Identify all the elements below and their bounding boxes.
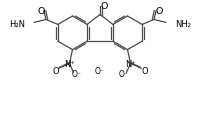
Text: H₂N: H₂N [9, 20, 25, 29]
Text: O: O [52, 66, 59, 75]
Text: O: O [100, 2, 108, 11]
Text: O: O [155, 7, 163, 16]
Text: N⁺: N⁺ [64, 59, 75, 68]
Text: O: O [141, 66, 148, 75]
Text: O⁻: O⁻ [95, 66, 105, 75]
Text: NH₂: NH₂ [175, 20, 191, 29]
Text: O⁻: O⁻ [119, 69, 128, 78]
Text: O: O [37, 7, 45, 16]
Text: O⁻: O⁻ [72, 69, 81, 78]
Text: N⁺: N⁺ [125, 59, 136, 68]
